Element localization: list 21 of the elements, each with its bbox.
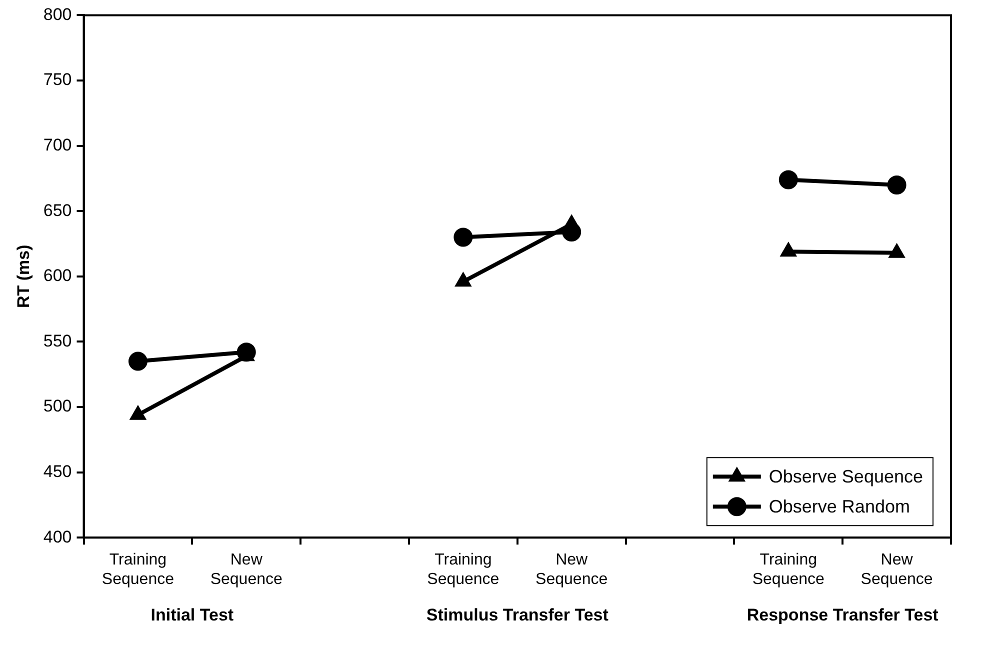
x-tick-label: Training Sequence [752, 552, 825, 588]
x-tick-label: Training Sequence [427, 552, 500, 588]
y-tick-label: 450 [43, 462, 72, 481]
text: Stimulus Transfer Test [426, 606, 609, 625]
text: Initial Test [150, 606, 234, 625]
y-tick-label: 600 [43, 266, 72, 286]
y-tick-label: 800 [43, 4, 72, 24]
x-tick-label: New Sequence [210, 552, 283, 588]
x-tick-label: New Sequence [536, 552, 608, 588]
x-tick-label: Training Sequence [102, 552, 174, 588]
legend-label: Observe Sequence [768, 466, 924, 487]
y-tick-label: 400 [43, 527, 72, 546]
x-tick-label: New Sequence [860, 552, 933, 588]
y-tick-label: 500 [43, 396, 72, 416]
text: Response Transfer Test [746, 606, 939, 625]
y-tick-label: 700 [43, 135, 72, 154]
legend-label: Observe Random [768, 496, 910, 517]
y-tick-label: 650 [43, 200, 72, 220]
y-tick-label: 550 [43, 331, 72, 350]
y-tick-label: 750 [43, 70, 72, 90]
y-axis-title: RT (ms) [14, 244, 33, 308]
